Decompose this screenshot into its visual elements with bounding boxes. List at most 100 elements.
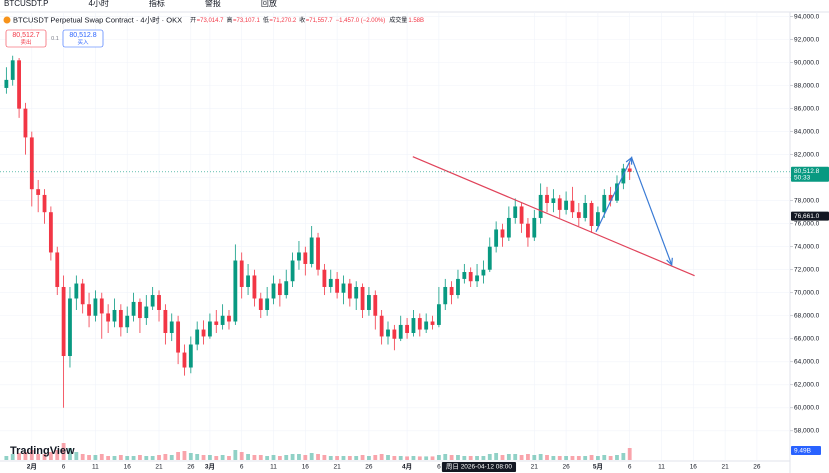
volume-bar [500, 455, 505, 460]
volume-bar [42, 454, 47, 460]
volume-bar [125, 456, 130, 460]
ohlc-value: =71,557.7 [306, 18, 334, 24]
volume-bar [220, 455, 225, 460]
volume-bar [55, 450, 60, 460]
candle-body [195, 329, 200, 345]
x-tick-label: 11 [92, 464, 99, 471]
x-tick-label: 21 [155, 464, 163, 471]
candle-body [430, 321, 435, 325]
volume-bar [373, 455, 378, 460]
candle-body [506, 217, 511, 238]
buy-box[interactable] [62, 29, 104, 48]
candle-body [316, 237, 320, 270]
volume-bar [176, 452, 181, 460]
change-label: −1,457.0 (−2.00%) [336, 18, 386, 24]
x-tick-label: 21 [722, 464, 730, 471]
volume-bar [87, 455, 91, 460]
candle-body [207, 321, 212, 337]
candle-body [99, 298, 104, 314]
volume-bar [36, 454, 41, 460]
x-tick-label: 21 [531, 464, 539, 471]
volume-bar [290, 454, 295, 460]
candle-body [252, 275, 257, 299]
volume-bar [615, 455, 619, 460]
candle-body [4, 79, 9, 88]
volume-bar [608, 456, 613, 460]
candle-body [201, 329, 206, 337]
volume-bar [335, 456, 340, 460]
y-tick-label: 94,000.0 [794, 13, 820, 20]
volume-bar [284, 455, 289, 460]
volume-bar [93, 455, 98, 460]
candle-body [379, 315, 384, 337]
volume-bar [252, 455, 257, 460]
buy-price: 80,512.8 [69, 32, 96, 39]
candle-body [17, 60, 21, 109]
candle-body [347, 283, 352, 299]
crosshair-price-label: 76,661.0 [794, 213, 820, 220]
chart-title: BTCUSDT Perpetual Swap Contract · 4小时 · … [13, 14, 182, 24]
volume-bar [246, 454, 250, 460]
y-tick-label: 64,000.0 [794, 358, 820, 365]
candle-body [589, 202, 594, 226]
candle-body [468, 272, 473, 282]
volume-axis-box [791, 446, 821, 455]
volume-bar [182, 451, 187, 460]
volume-bar [430, 456, 435, 460]
candle-body [61, 286, 66, 357]
x-tick-label: 6 [62, 464, 66, 471]
volume-bar [411, 456, 416, 460]
volume-bar [239, 452, 244, 460]
candle-body [227, 315, 231, 322]
candle-body [487, 246, 492, 270]
candle-body [551, 198, 556, 203]
candle-body [265, 298, 270, 310]
sell-box[interactable] [5, 29, 47, 48]
symbol-icon [3, 16, 11, 24]
volume-bar [557, 456, 562, 460]
candle-body [277, 283, 282, 296]
candle-body [335, 278, 340, 293]
volume-bar [271, 455, 276, 460]
candle-body [398, 324, 403, 339]
volume-bar [201, 455, 206, 460]
candle-body [10, 60, 15, 80]
volume-bar [214, 456, 219, 460]
candle-body [443, 286, 448, 305]
candle-body [284, 281, 289, 296]
candle-body [74, 283, 79, 299]
volume-bar [328, 456, 333, 460]
candle-body [125, 315, 130, 328]
x-tick-label: 6 [628, 464, 632, 471]
volume-bar [526, 454, 530, 460]
volume-bar [74, 452, 79, 460]
candle-body [373, 295, 378, 316]
candle-body [538, 194, 543, 218]
volume-value: 1.58B [408, 18, 424, 24]
candle-body [55, 252, 60, 287]
brand: TradingView [10, 445, 75, 457]
volume-bar [265, 456, 270, 460]
candle-body [354, 286, 359, 299]
volume-bar [487, 454, 492, 460]
y-tick-label: 74,000.0 [794, 243, 820, 250]
candle-body [436, 304, 441, 325]
volume-bar [322, 455, 327, 460]
candle-body [176, 321, 181, 353]
volume-bar [519, 455, 524, 460]
candle-body [239, 260, 244, 287]
volume-bar [570, 456, 575, 460]
volume-bar [118, 455, 123, 460]
volume-bar [99, 454, 104, 460]
candle-body [424, 321, 429, 330]
candle-body [557, 198, 562, 210]
toolbar-item: 回放 [261, 0, 277, 8]
ohlc-key: 高 [226, 16, 232, 24]
x-tick-label: 11 [658, 464, 665, 471]
y-tick-label: 66,000.0 [794, 335, 820, 342]
volume-bar [150, 456, 155, 460]
candle-body [271, 283, 276, 299]
volume-bar [456, 455, 460, 460]
volume-bar [398, 456, 403, 460]
